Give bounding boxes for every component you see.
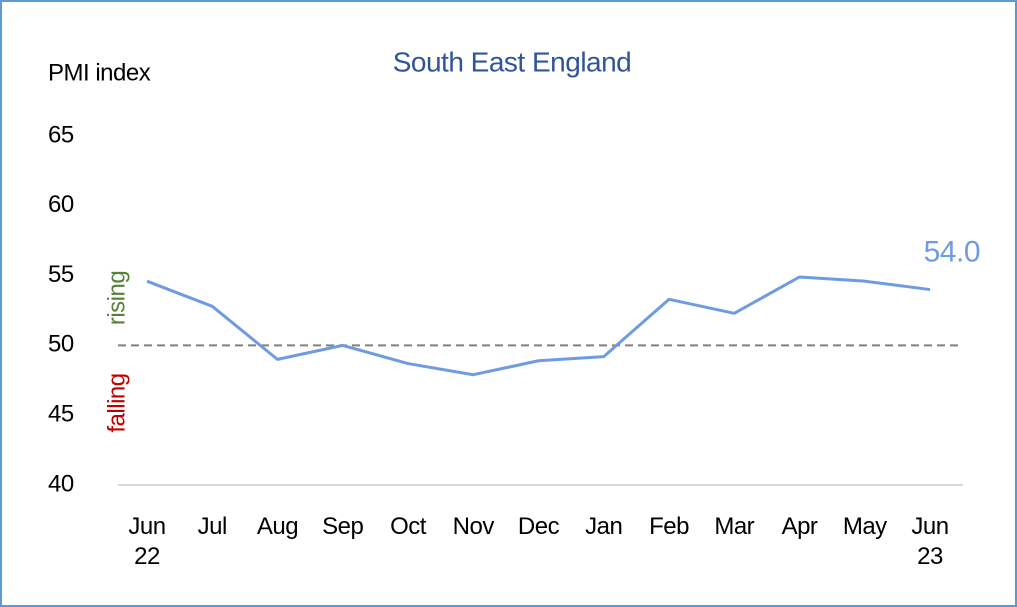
x-tick-label: Oct <box>390 513 426 540</box>
y-tick-label: 55 <box>48 261 74 288</box>
x-tick-label: Feb <box>649 513 689 540</box>
y-tick-label: 65 <box>48 121 74 148</box>
x-tick-label: Mar <box>714 513 755 540</box>
x-tick-label: Jun 22 <box>128 513 166 570</box>
series-line <box>146 275 931 377</box>
x-tick-label: Sep <box>322 513 364 540</box>
y-tick-label: 40 <box>48 470 74 497</box>
x-tick-label: Apr <box>781 513 818 540</box>
rising-label: rising <box>103 271 130 325</box>
x-tick-label: Jul <box>197 513 228 540</box>
x-tick-label: May <box>842 513 887 540</box>
value-label: 54.0 <box>924 235 980 268</box>
y-axis-label: PMI index <box>48 59 151 86</box>
x-tick-label: Aug <box>256 513 299 540</box>
chart-title: South East England <box>393 46 632 77</box>
y-tick-label: 45 <box>48 401 74 428</box>
x-tick-label: Nov <box>452 513 495 540</box>
falling-label: falling <box>103 373 130 432</box>
x-tick-label: Jan <box>585 513 623 540</box>
y-tick-label: 50 <box>48 331 74 358</box>
y-tick-label: 60 <box>48 191 74 218</box>
x-tick-label: Jun 23 <box>911 513 949 570</box>
x-tick-label: Dec <box>517 513 560 540</box>
